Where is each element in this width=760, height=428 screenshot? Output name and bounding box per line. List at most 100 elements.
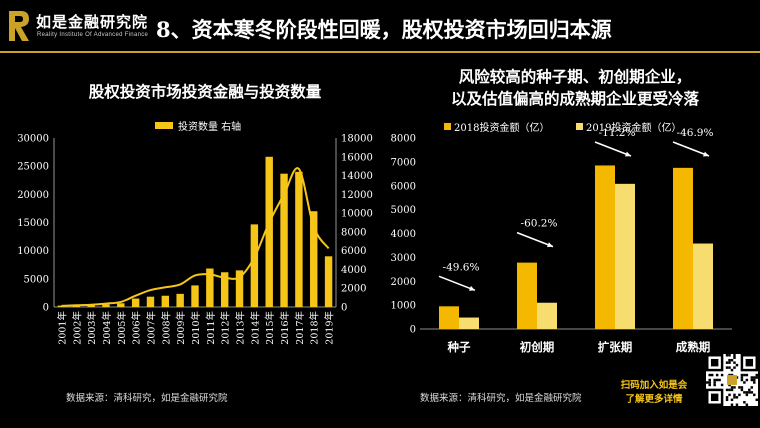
qr-code[interactable] (706, 354, 758, 406)
right-chart-title-line1: 风险较高的种子期、初创期企业， (458, 67, 692, 86)
qr-module (715, 373, 719, 377)
x-tick-label: 2006年 (131, 311, 143, 345)
right-y-tick-label: 8000 (341, 227, 366, 238)
bar-2019-amount (459, 317, 479, 329)
change-annotation: -49.6% (443, 261, 480, 273)
bar-investment-count (235, 270, 244, 307)
qr-module (748, 388, 751, 392)
y-tick-label: 2000 (391, 277, 416, 288)
legend-swatch (155, 122, 173, 129)
x-tick-label: 初创期 (520, 340, 555, 354)
change-arrow-head (547, 242, 553, 248)
qr-module (745, 403, 749, 406)
brand-subtitle: Reality Institute Of Advanced Finance (37, 32, 149, 38)
qr-module (745, 391, 749, 394)
y-tick-label: 0 (410, 325, 416, 336)
x-tick-label: 2004年 (101, 311, 113, 345)
qr-module (743, 381, 746, 384)
change-arrow (516, 231, 554, 248)
x-tick-label: 2008年 (160, 311, 172, 345)
qr-module (735, 403, 739, 406)
qr-module (718, 378, 721, 382)
bar-2019-amount (615, 183, 635, 329)
bar-investment-count (265, 156, 273, 307)
logo-icon (9, 11, 29, 41)
change-arrow (438, 275, 476, 292)
change-annotation: -60.2% (521, 218, 558, 230)
qr-module (750, 378, 754, 382)
qr-module (740, 373, 744, 377)
x-tick-label: 种子 (447, 340, 471, 354)
change-arrow-head (625, 151, 631, 157)
bar-2018-amount (517, 262, 537, 329)
qr-module (733, 354, 736, 357)
qr-module (743, 373, 746, 377)
qr-finder (710, 358, 719, 367)
cta-line1: 扫码加入如是会 (620, 380, 688, 391)
bar-2018-amount (595, 165, 615, 329)
qr-module (735, 363, 739, 367)
qr-module (728, 373, 731, 377)
bar-investment-count (102, 304, 110, 307)
x-tick-label: 2016年 (279, 311, 291, 345)
right-y-tick-label: 6000 (341, 246, 366, 257)
legend-label: 投资数量 右轴 (178, 120, 241, 133)
x-tick-label: 2009年 (175, 311, 187, 345)
bar-investment-count (250, 224, 259, 307)
qr-module (755, 373, 758, 377)
left-chart-title: 股权投资市场投资金融与投资数量 (88, 82, 322, 101)
x-tick-label: 2003年 (86, 311, 98, 345)
qr-module (730, 368, 734, 372)
y-tick-label: 4000 (391, 229, 416, 240)
bar-investment-count (87, 305, 95, 307)
x-tick-label: 2010年 (190, 311, 202, 345)
qr-module (720, 373, 724, 377)
qr-module (753, 376, 756, 379)
bar-investment-count (117, 303, 125, 307)
qr-module (753, 378, 756, 382)
cta-line2: 了解更多详情 (625, 394, 683, 405)
x-tick-label: 扩张期 (598, 340, 633, 354)
qr-module (733, 356, 736, 359)
left-y-tick-label: 10000 (17, 246, 49, 257)
change-annotation: -46.9% (677, 127, 714, 139)
change-arrow (594, 141, 632, 157)
qr-module (750, 376, 754, 379)
bar-investment-count (206, 268, 214, 307)
qr-module (753, 381, 756, 384)
qr-module (753, 393, 756, 397)
x-tick-label: 2005年 (116, 311, 128, 345)
change-arrow-head (703, 151, 709, 157)
qr-finder (710, 393, 719, 402)
left-chart: 投资数量 右轴 0 5000 10000 15000 20000 25000 30000 0 20… (17, 120, 373, 345)
qr-module (735, 396, 739, 399)
bar-2018-amount (673, 167, 693, 329)
right-chart-title: 风险较高的种子期、初创期企业， 以及估值偏高的成熟期企业更受冷落 (400, 66, 750, 110)
qr-module (708, 373, 711, 377)
brand-name: 如是金融研究院 (36, 13, 149, 31)
bar-investment-count (324, 256, 333, 307)
line-investment-amount (61, 167, 330, 307)
qr-module (750, 386, 754, 389)
y-tick-label: 1000 (391, 301, 416, 312)
left-y-tick-label: 25000 (17, 162, 49, 173)
bar-investment-count (295, 171, 303, 307)
right-y-tick-label: 18000 (341, 134, 373, 145)
qr-module (728, 366, 731, 369)
y-tick-label: 8000 (391, 134, 416, 145)
qr-module (733, 361, 736, 364)
qr-module (733, 386, 736, 389)
qr-module (706, 381, 709, 384)
left-y-tick-label: 20000 (17, 190, 49, 201)
left-y-tick-label: 15000 (17, 218, 49, 229)
qr-module (728, 361, 731, 364)
left-y-tick-label: 30000 (17, 134, 49, 145)
bar-2018-amount (439, 306, 459, 329)
header-divider (0, 51, 760, 53)
qr-module (730, 398, 734, 402)
qr-module (745, 378, 749, 382)
y-tick-label: 3000 (391, 253, 416, 264)
qr-module (708, 383, 711, 387)
right-source-note: 数据来源：清科研究，如是金融研究院 (420, 393, 582, 404)
qr-module (743, 391, 746, 394)
